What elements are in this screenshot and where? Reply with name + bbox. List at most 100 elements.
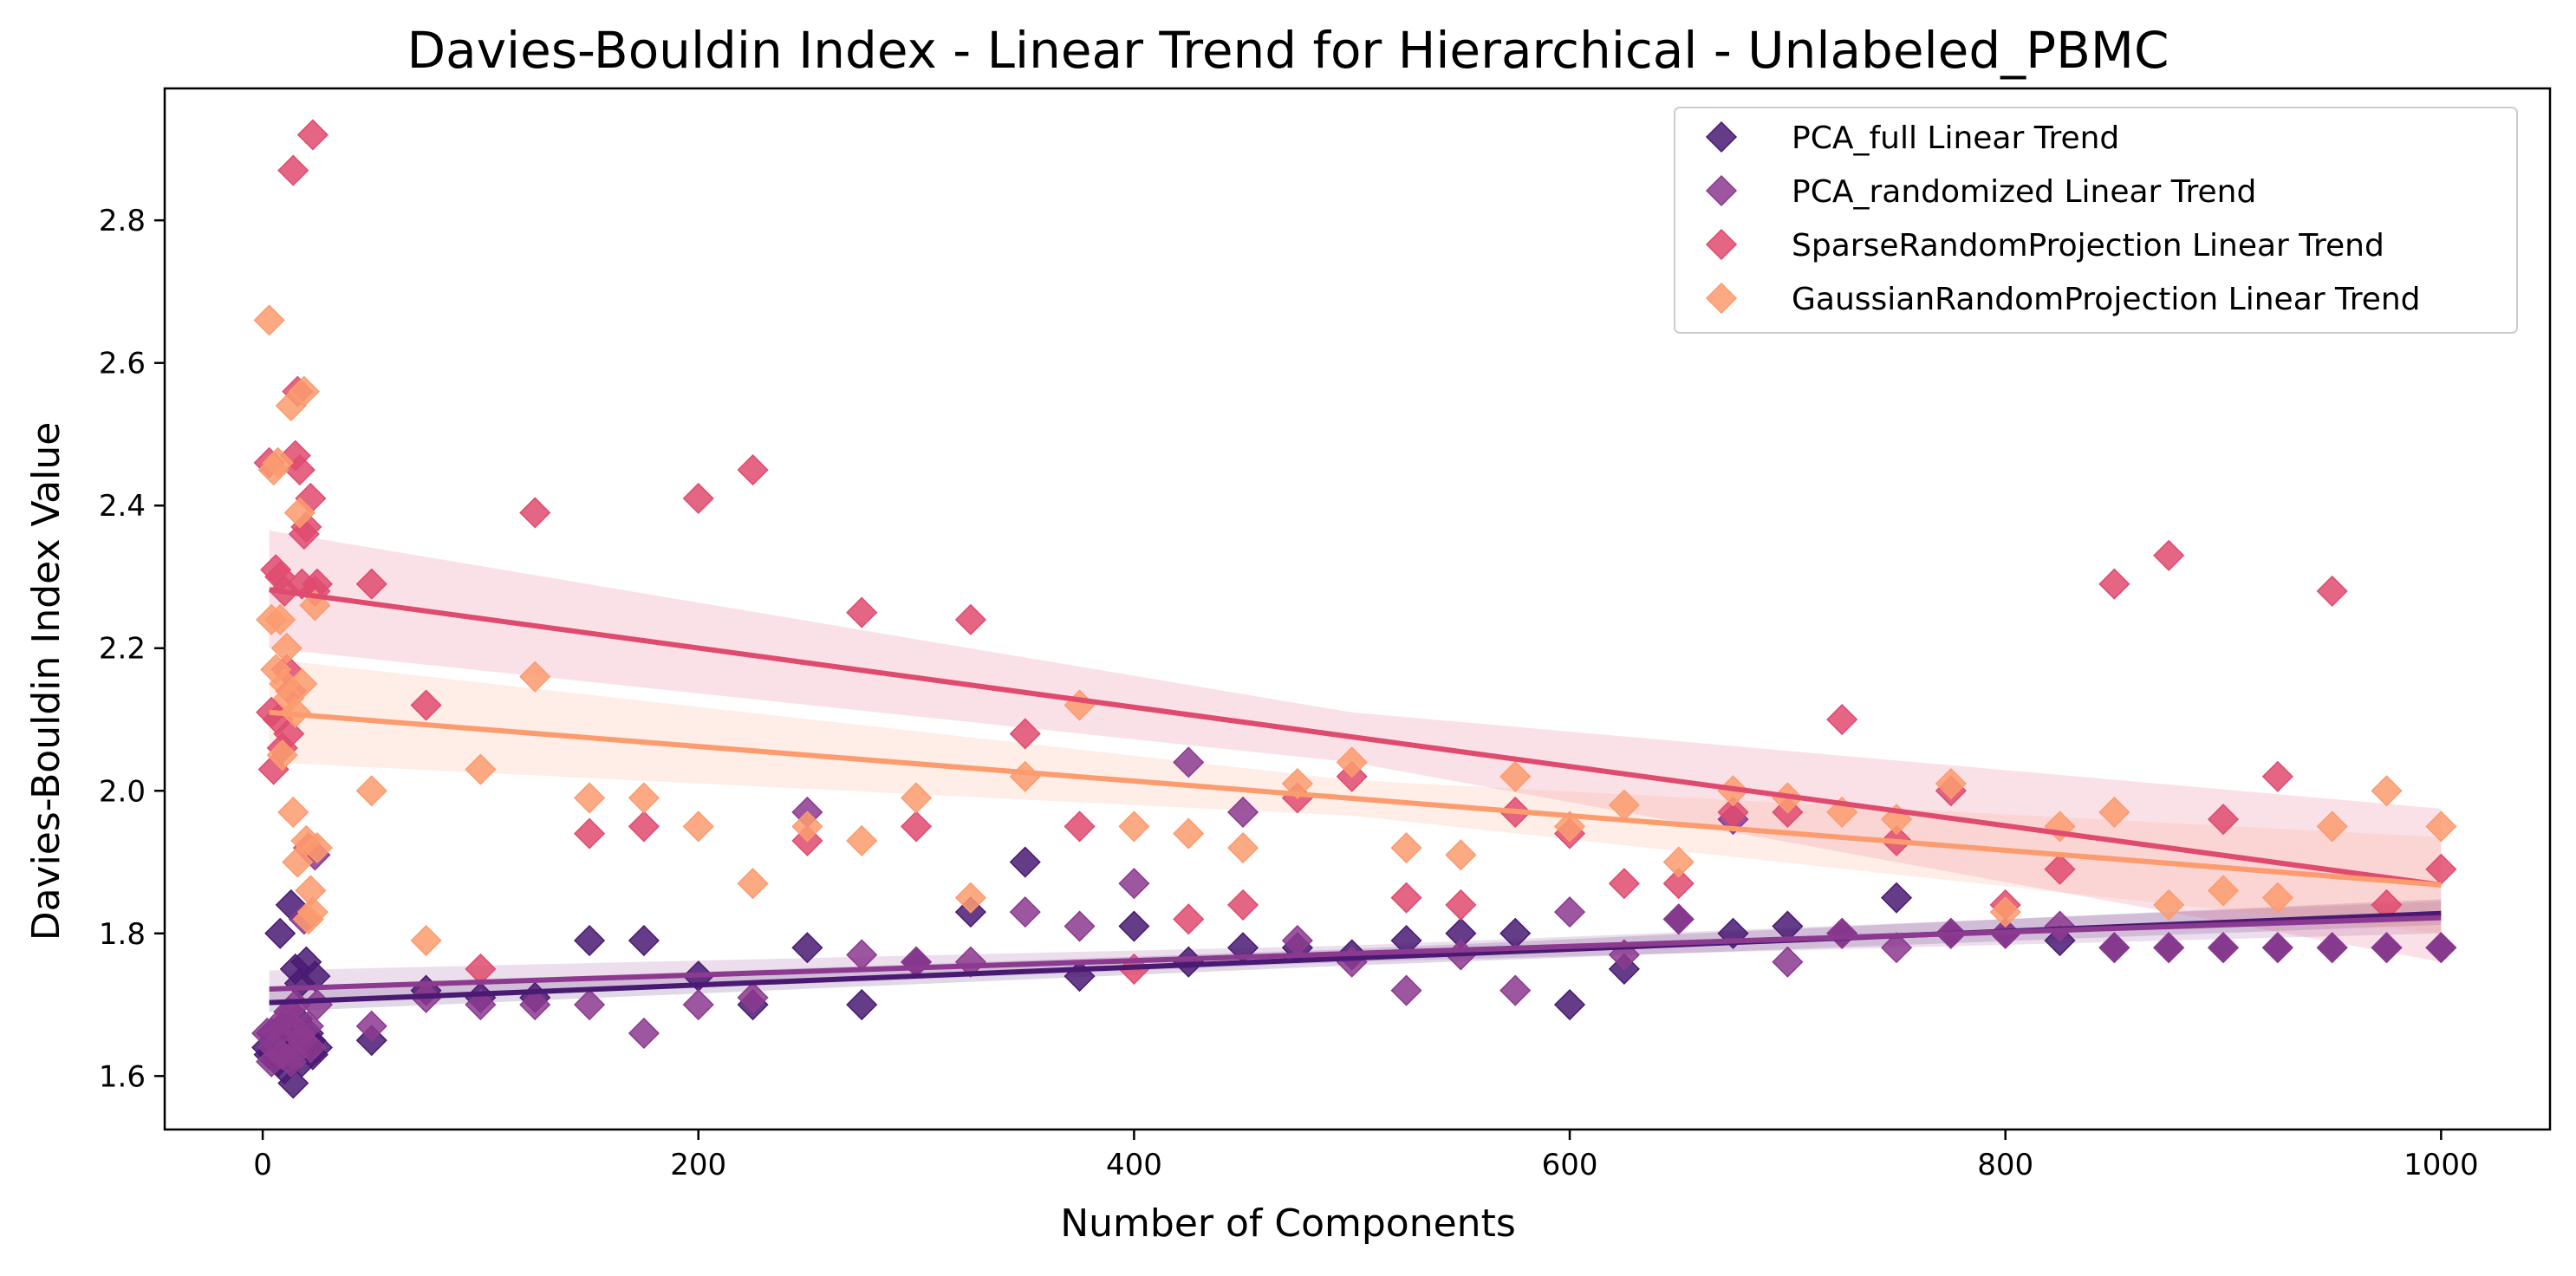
data-point-3-38 <box>1173 817 1205 850</box>
trend-line-3 <box>269 709 2442 888</box>
x-axis-ticks: 0 200 400 600 800 1000 <box>253 1130 2479 1182</box>
trend-line-1 <box>269 915 2442 992</box>
data-point-0-52 <box>1880 882 1913 914</box>
legend: PCA_full Linear Trend PCA_randomized Line… <box>1674 107 2518 334</box>
data-point-3-37 <box>1118 811 1150 843</box>
data-point-2-59 <box>2316 575 2348 607</box>
data-point-0-36 <box>1009 846 1041 878</box>
data-point-0-6 <box>264 917 296 949</box>
data-point-3-30 <box>737 868 769 900</box>
data-point-1-33 <box>1226 796 1259 829</box>
data-point-2-29 <box>682 482 714 515</box>
data-point-1-39 <box>1553 896 1586 928</box>
data-point-3-60 <box>2371 775 2403 807</box>
y-tick-label-1: 1.8 <box>99 917 146 952</box>
legend-marker-1 <box>1705 174 1738 207</box>
data-point-1-22 <box>628 1017 660 1050</box>
data-point-3-44 <box>1499 760 1532 792</box>
x-tick-label-4: 800 <box>1977 1148 2033 1182</box>
data-point-2-42 <box>1390 882 1422 914</box>
legend-marker-0 <box>1705 120 1738 153</box>
y-tick-label-2: 2.0 <box>99 774 146 809</box>
data-point-3-25 <box>465 753 497 785</box>
data-point-1-43 <box>1772 946 1804 978</box>
data-point-3-28 <box>628 782 660 814</box>
data-point-1-49 <box>2098 932 2130 964</box>
data-point-2-57 <box>2207 804 2240 836</box>
data-point-1-45 <box>1880 932 1913 964</box>
y-tick-label-3: 2.2 <box>99 632 146 667</box>
data-point-3-23 <box>355 775 387 807</box>
legend-marker-3 <box>1705 282 1738 315</box>
data-point-1-20 <box>519 988 551 1021</box>
data-point-3-0 <box>253 304 285 336</box>
data-point-1-21 <box>574 988 606 1021</box>
data-point-2-39 <box>1226 889 1259 921</box>
x-axis-label: Number of Components <box>1060 1201 1516 1246</box>
data-point-3-8 <box>270 632 302 664</box>
data-point-3-33 <box>901 782 933 814</box>
data-point-1-28 <box>954 946 986 978</box>
chart-title: Davies-Bouldin Index - Linear Trend for … <box>407 21 2169 80</box>
data-point-0-22 <box>299 960 331 993</box>
data-point-1-38 <box>1499 974 1532 1006</box>
data-point-1-51 <box>2207 932 2240 964</box>
data-point-3-22 <box>301 832 333 864</box>
legend-label-3: GaussianRandomProjection Linear Trend <box>1792 282 2421 317</box>
legend-marker-2 <box>1705 228 1738 261</box>
data-point-3-58 <box>2261 882 2293 914</box>
data-point-1-36 <box>1390 974 1422 1006</box>
x-tick-label-2: 400 <box>1106 1148 1162 1182</box>
data-point-2-32 <box>846 596 878 628</box>
data-point-2-43 <box>1445 889 1477 921</box>
data-point-3-11 <box>277 796 309 829</box>
data-point-3-5 <box>264 603 296 635</box>
data-point-2-23 <box>355 568 387 600</box>
data-point-2-34 <box>954 603 986 635</box>
x-tick-label-3: 600 <box>1542 1148 1598 1182</box>
data-point-1-32 <box>1173 746 1205 778</box>
data-point-1-48 <box>2044 910 2076 942</box>
data-point-0-33 <box>846 988 878 1021</box>
data-point-3-27 <box>574 782 606 814</box>
data-point-1-55 <box>2425 932 2457 964</box>
data-point-1-54 <box>2371 932 2403 964</box>
data-point-3-42 <box>1390 832 1422 864</box>
legend-label-2: SparseRandomProjection Linear Trend <box>1792 228 2384 264</box>
data-point-1-52 <box>2261 932 2293 964</box>
data-point-3-15 <box>286 667 318 700</box>
data-point-2-50 <box>1826 703 1858 736</box>
data-point-3-39 <box>1226 832 1259 864</box>
data-point-0-38 <box>1118 910 1150 942</box>
data-point-3-47 <box>1662 846 1695 878</box>
trend-lines <box>269 587 2442 1006</box>
data-point-1-53 <box>2316 932 2348 964</box>
data-point-3-61 <box>2425 811 2457 843</box>
data-point-3-29 <box>682 811 714 843</box>
data-point-1-30 <box>1064 910 1096 942</box>
data-point-3-53 <box>1989 896 2021 928</box>
data-point-2-56 <box>2153 539 2185 571</box>
data-point-2-30 <box>737 454 769 486</box>
x-tick-label-5: 1000 <box>2404 1148 2479 1182</box>
data-point-1-50 <box>2153 932 2185 964</box>
trend-line-2 <box>269 587 2442 888</box>
data-point-3-16 <box>288 375 320 407</box>
legend-box <box>1674 107 2518 334</box>
data-point-3-6 <box>266 739 298 771</box>
data-point-2-27 <box>574 817 606 850</box>
data-point-2-36 <box>1064 811 1096 843</box>
data-point-3-57 <box>2207 875 2240 907</box>
data-point-2-20 <box>296 119 329 151</box>
data-point-3-20 <box>296 896 329 928</box>
data-point-2-46 <box>1608 868 1640 900</box>
data-point-3-41 <box>1336 746 1368 778</box>
data-point-3-14 <box>283 497 315 529</box>
data-point-2-54 <box>2044 853 2076 885</box>
data-point-3-34 <box>954 882 986 914</box>
data-point-2-38 <box>1173 903 1205 935</box>
data-point-3-56 <box>2153 889 2185 921</box>
y-tick-label-6: 2.8 <box>99 204 146 238</box>
